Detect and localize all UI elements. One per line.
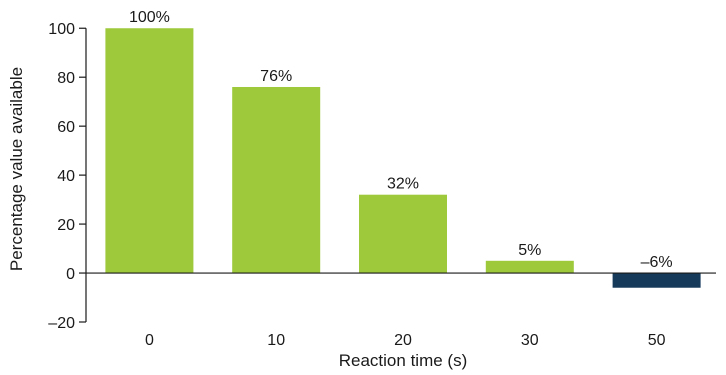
x-tick-label: 10 — [267, 332, 285, 349]
data-label: 76% — [260, 68, 292, 85]
x-tick-label: 30 — [521, 332, 539, 349]
bar — [232, 86, 321, 274]
bar — [485, 260, 574, 274]
y-tick-label: –20 — [48, 315, 75, 332]
data-label: 100% — [129, 9, 170, 26]
bar — [359, 194, 447, 274]
y-tick-label: 100 — [48, 21, 75, 38]
y-tick-label: 20 — [57, 217, 75, 234]
x-tick-label: 50 — [648, 332, 666, 349]
x-tick-label: 20 — [394, 332, 412, 349]
y-axis-label: Percentage value available — [7, 67, 26, 271]
y-tick-label: 40 — [57, 168, 75, 185]
bars: 100% 76% 32% 5% –6% — [105, 9, 701, 288]
x-axis-ticks: 0 10 20 30 50 — [145, 332, 666, 349]
y-tick-label: 0 — [66, 266, 75, 283]
bar — [105, 28, 194, 274]
y-tick-label: 80 — [57, 70, 75, 87]
data-label: 5% — [518, 242, 541, 259]
data-label: –6% — [641, 254, 673, 271]
y-tick-label: 60 — [57, 119, 75, 136]
data-label: 32% — [387, 176, 419, 193]
bar — [612, 273, 701, 288]
x-axis-label: Reaction time (s) — [339, 351, 467, 370]
y-axis: –20 0 20 40 60 80 100 — [48, 21, 87, 332]
x-tick-label: 0 — [145, 332, 154, 349]
